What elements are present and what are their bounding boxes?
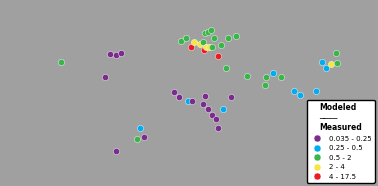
Legend: 0.035 - 0.25, 0.25 - 0.5, 0.5 - 2, 2 - 4, 4 - 17.5: 0.035 - 0.25, 0.25 - 0.5, 0.5 - 2, 2 - 4… — [307, 100, 375, 182]
